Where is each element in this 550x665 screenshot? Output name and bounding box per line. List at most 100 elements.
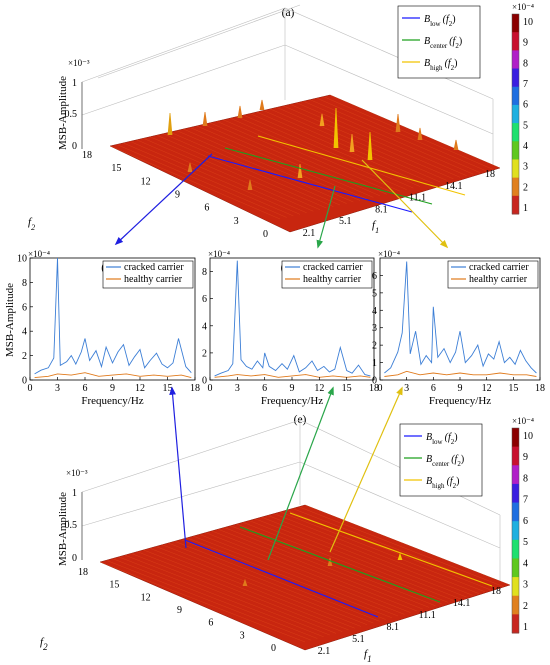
colorbar-segment <box>512 577 519 597</box>
colorbar-tick: 6 <box>523 516 528 527</box>
legend-sub: center <box>432 460 450 468</box>
surface-grid-line <box>116 144 287 218</box>
axis-tick-label: 8.1 <box>375 204 388 215</box>
surface-grid-line <box>124 554 330 636</box>
axis-tick-label: 12 <box>141 176 151 187</box>
legend-close: ) <box>454 58 457 69</box>
surface-peak <box>327 557 333 567</box>
surface-grid-line <box>196 125 367 200</box>
panel-d-line-plot: (d)03691215180123456×10⁻⁴Frequency/Hzcra… <box>372 249 545 407</box>
panel-e-legend: Blow (f2)Bcenter (f2)Bhigh (f2) <box>399 423 483 497</box>
y-tick-label: 0 <box>22 376 27 387</box>
colorbar-multiplier: ×10⁻⁴ <box>512 416 534 426</box>
legend-argsub: 2 <box>455 42 459 50</box>
colorbar-tick: 10 <box>523 431 533 442</box>
series-line-cracked <box>384 261 537 374</box>
legend-base: B <box>424 14 430 25</box>
legend-sub: high <box>430 64 443 72</box>
x-tick-label: 6 <box>262 383 267 394</box>
surface-grid-line <box>229 117 401 192</box>
surface-grid-line <box>186 537 393 619</box>
axis-tick-label: 3 <box>240 630 245 641</box>
surface-grid-line <box>273 513 480 594</box>
x-tick-label: 18 <box>369 383 379 394</box>
colorbar-segment <box>512 614 519 634</box>
surface-grid-line <box>149 136 321 210</box>
b-low-trace <box>207 155 413 213</box>
legend-close: ) <box>456 476 459 487</box>
colorbar-segment <box>512 502 519 522</box>
legend-base: B <box>424 58 430 69</box>
surface-grid-line <box>162 544 368 625</box>
colorbar-segment <box>512 595 519 615</box>
surface-grid-line <box>183 128 354 203</box>
surface-grid-line <box>143 549 349 631</box>
surface-grid-line <box>129 141 301 215</box>
colorbar-segment <box>512 521 519 541</box>
colorbar-tick: 3 <box>523 580 528 591</box>
surface-grid-line <box>168 542 374 624</box>
y-tick-label: 8 <box>202 267 207 278</box>
colorbar-segment <box>512 159 519 179</box>
colorbar-segment <box>512 141 519 160</box>
x-axis-label: Frequency/Hz <box>261 395 323 407</box>
surface-grid-line <box>137 551 343 632</box>
surface-grid-line <box>263 110 434 184</box>
surface-grid-line <box>276 107 447 181</box>
y-tick-label: 2 <box>372 341 377 352</box>
legend-label: cracked carrier <box>303 262 363 273</box>
b-center-trace <box>239 526 441 603</box>
legend-label: Bhigh (f2) <box>426 476 460 490</box>
panel-e-ridges <box>99 504 511 643</box>
legend-box <box>102 260 194 289</box>
legend-arg: (f <box>451 454 458 465</box>
legend-close: ) <box>461 454 464 465</box>
colorbar-tick: 7 <box>523 495 528 506</box>
colorbar-segment <box>512 68 519 88</box>
axis-tick-label: 3 <box>234 216 239 227</box>
e-ztick-0: 0 <box>72 553 77 564</box>
surface-grid-line <box>130 553 337 634</box>
surface-grid-line <box>109 145 281 220</box>
a-ztick-05: 0.5 <box>65 109 78 120</box>
colorbar-tick: 6 <box>523 100 528 111</box>
surface-grid-line <box>163 133 334 207</box>
surface-grid-line <box>156 134 327 209</box>
surface-grid-line <box>176 130 347 204</box>
legend-argsub: 2 <box>451 438 455 446</box>
x-tick-label: 15 <box>342 383 352 394</box>
legend-close: ) <box>459 36 462 47</box>
b-low-trace <box>184 539 379 618</box>
y-tick-label: 6 <box>202 294 207 305</box>
y-axis-label: MSB-Amplitude <box>4 283 16 357</box>
axis-tick-label: 11.1 <box>409 193 426 204</box>
axis-tick-label: 15 <box>111 163 121 174</box>
colorbar-tick: 8 <box>523 58 528 69</box>
x-tick-label: 0 <box>378 383 383 394</box>
surface-peak <box>319 113 325 127</box>
panel-c-line-plot: (c)036912151802468×10⁻⁴Frequency/Hzcrack… <box>202 249 379 407</box>
legend-arg: (f <box>447 476 454 487</box>
x-tick-label: 3 <box>235 383 240 394</box>
legend-arg: (f <box>443 14 450 25</box>
surface-peak <box>297 163 303 179</box>
x-tick-label: 9 <box>458 383 463 394</box>
a-f1-letter: f <box>372 219 377 231</box>
b-high-trace <box>257 135 466 196</box>
legend-box <box>447 260 539 289</box>
surface-grid-line <box>316 97 487 172</box>
y-multiplier: ×10⁻⁴ <box>28 249 50 259</box>
surface-grid-line <box>211 530 417 612</box>
surface-grid-line <box>256 111 427 186</box>
legend-close: ) <box>452 14 455 25</box>
e-f2-label: f2 <box>40 636 48 652</box>
legend-base: B <box>426 454 432 465</box>
y-multiplier: ×10⁻⁴ <box>208 249 230 259</box>
surface-peak <box>453 139 459 151</box>
surface-peak <box>349 133 355 153</box>
e-z-label: MSB-Amplitude <box>57 492 69 566</box>
axis-tick-label: 0 <box>263 229 268 240</box>
legend-arg: (f <box>449 36 456 47</box>
surface-grid-line <box>223 119 394 193</box>
panel-a-z-axis: 1 0.5 0 ×10⁻³ MSB-Amplitude <box>57 58 90 152</box>
